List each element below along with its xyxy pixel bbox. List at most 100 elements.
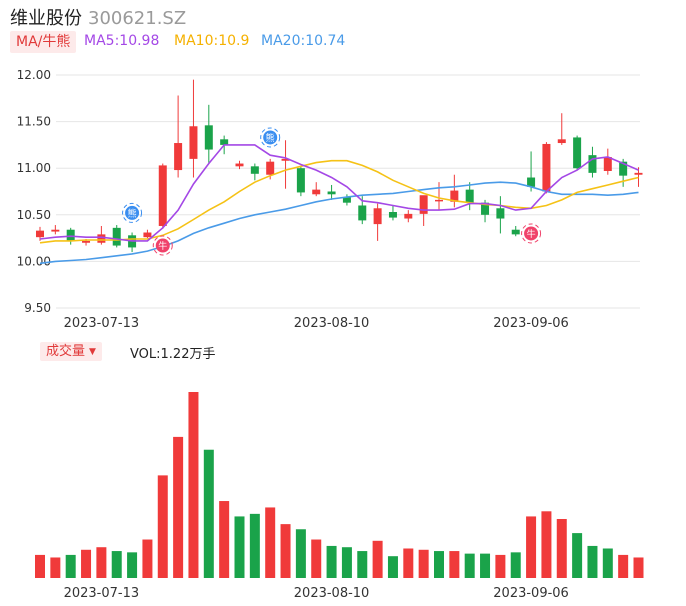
volume-bar (633, 557, 644, 578)
volume-bar (357, 551, 368, 578)
ma20-value: MA20:10.74 (261, 33, 346, 49)
candle-body (296, 168, 305, 193)
candle-body (82, 240, 91, 243)
candle-body (36, 230, 44, 238)
candle-body (619, 161, 628, 176)
candle-body (435, 199, 443, 202)
candle-body (373, 208, 382, 225)
candle-body (281, 158, 290, 161)
chevron-down-icon: ▼ (89, 347, 96, 357)
y-tick-label: 11.00 (17, 161, 51, 175)
candle-body (97, 234, 106, 243)
volume-bar (142, 539, 153, 578)
x-tick-label: 2023-08-10 (294, 316, 370, 331)
volume-bar (280, 524, 291, 578)
ma-indicator-selector[interactable]: MA/牛熊 (10, 31, 77, 53)
x-tick-label: 2023-09-06 (493, 316, 569, 331)
volume-bar (173, 436, 184, 578)
volume-bar (295, 529, 306, 578)
volume-bar (249, 513, 260, 578)
candle-body (158, 165, 167, 226)
volume-bar (618, 554, 629, 578)
candle-body (327, 191, 336, 195)
volume-bar (526, 516, 537, 578)
bull-marker (155, 238, 170, 253)
bull-marker (524, 226, 539, 241)
ma5-value: MA5:10.98 (84, 33, 160, 49)
bear-marker (125, 205, 140, 220)
candle-body (419, 195, 428, 214)
volume-tag-label: 成交量 (46, 344, 86, 359)
y-tick-label: 10.50 (17, 208, 51, 222)
candle-body (634, 172, 643, 175)
volume-bar (572, 533, 583, 578)
bull-marker-label: 牛 (158, 240, 167, 252)
candle-body (388, 212, 397, 218)
y-tick-label: 12.00 (17, 68, 51, 82)
stock-name: 维业股份 (10, 8, 82, 29)
bear-marker-ring (122, 202, 143, 223)
volume-bar (510, 552, 521, 578)
volume-bar (234, 516, 245, 578)
volume-bar (587, 545, 598, 578)
volume-bar (157, 475, 168, 578)
candle-body (542, 143, 551, 192)
candle-body (312, 189, 321, 195)
volume-bar (495, 554, 506, 578)
volume-bar (602, 548, 613, 578)
candle-body (588, 155, 597, 173)
volume-bar (127, 552, 138, 578)
bear-marker-label: 熊 (128, 207, 137, 219)
y-tick-label: 11.50 (17, 115, 51, 129)
candle-body (342, 197, 351, 203)
volume-bar (387, 556, 398, 578)
candle-body (266, 161, 275, 175)
candle-body (51, 229, 60, 232)
volume-bar (449, 551, 460, 578)
bear-marker (263, 130, 278, 145)
bull-marker-ring (152, 235, 173, 256)
volume-bar (35, 554, 45, 578)
bear-marker-label: 熊 (266, 132, 275, 144)
volume-bar (434, 551, 444, 578)
volume-bar (541, 511, 552, 578)
volume-bar (81, 549, 92, 578)
volume-bar (341, 547, 352, 578)
volume-bar (96, 547, 107, 578)
candle-body (174, 143, 183, 171)
candle-body (112, 227, 121, 246)
volume-bar (111, 551, 122, 578)
volume-bar (464, 553, 475, 578)
volume-bar (65, 554, 76, 578)
candle-body (66, 229, 75, 241)
candle-body (465, 189, 474, 203)
volume-indicator-selector[interactable]: 成交量 ▼ (40, 342, 102, 361)
ma10-line (39, 159, 639, 244)
candle-body (189, 126, 198, 159)
ma5-line (39, 144, 639, 242)
candle-body (573, 137, 582, 169)
volume-bar (265, 507, 276, 578)
x-tick-label: 2023-07-13 (64, 316, 140, 331)
candle-body (603, 157, 612, 171)
candle-body (204, 125, 213, 150)
volume-bar (556, 518, 567, 578)
volume-bar (50, 557, 61, 578)
bear-marker-ring (260, 127, 281, 148)
bull-marker-label: 牛 (527, 228, 536, 240)
volume-x-tick-label: 2023-08-10 (294, 586, 370, 601)
y-tick-label: 10.00 (17, 254, 51, 268)
volume-bar (311, 539, 322, 578)
stock-code: 300621.SZ (88, 8, 187, 29)
y-tick-label: 9.50 (24, 301, 51, 315)
ma10-value: MA10:10.9 (174, 33, 250, 49)
candle-body (220, 139, 229, 145)
volume-x-tick-label: 2023-09-06 (493, 586, 569, 601)
candle-body (235, 163, 244, 167)
volume-x-tick-label: 2023-07-13 (64, 586, 140, 601)
candle-body (450, 190, 459, 202)
candle-body (404, 213, 413, 219)
candle-body (481, 202, 490, 215)
candle-body (527, 177, 536, 187)
